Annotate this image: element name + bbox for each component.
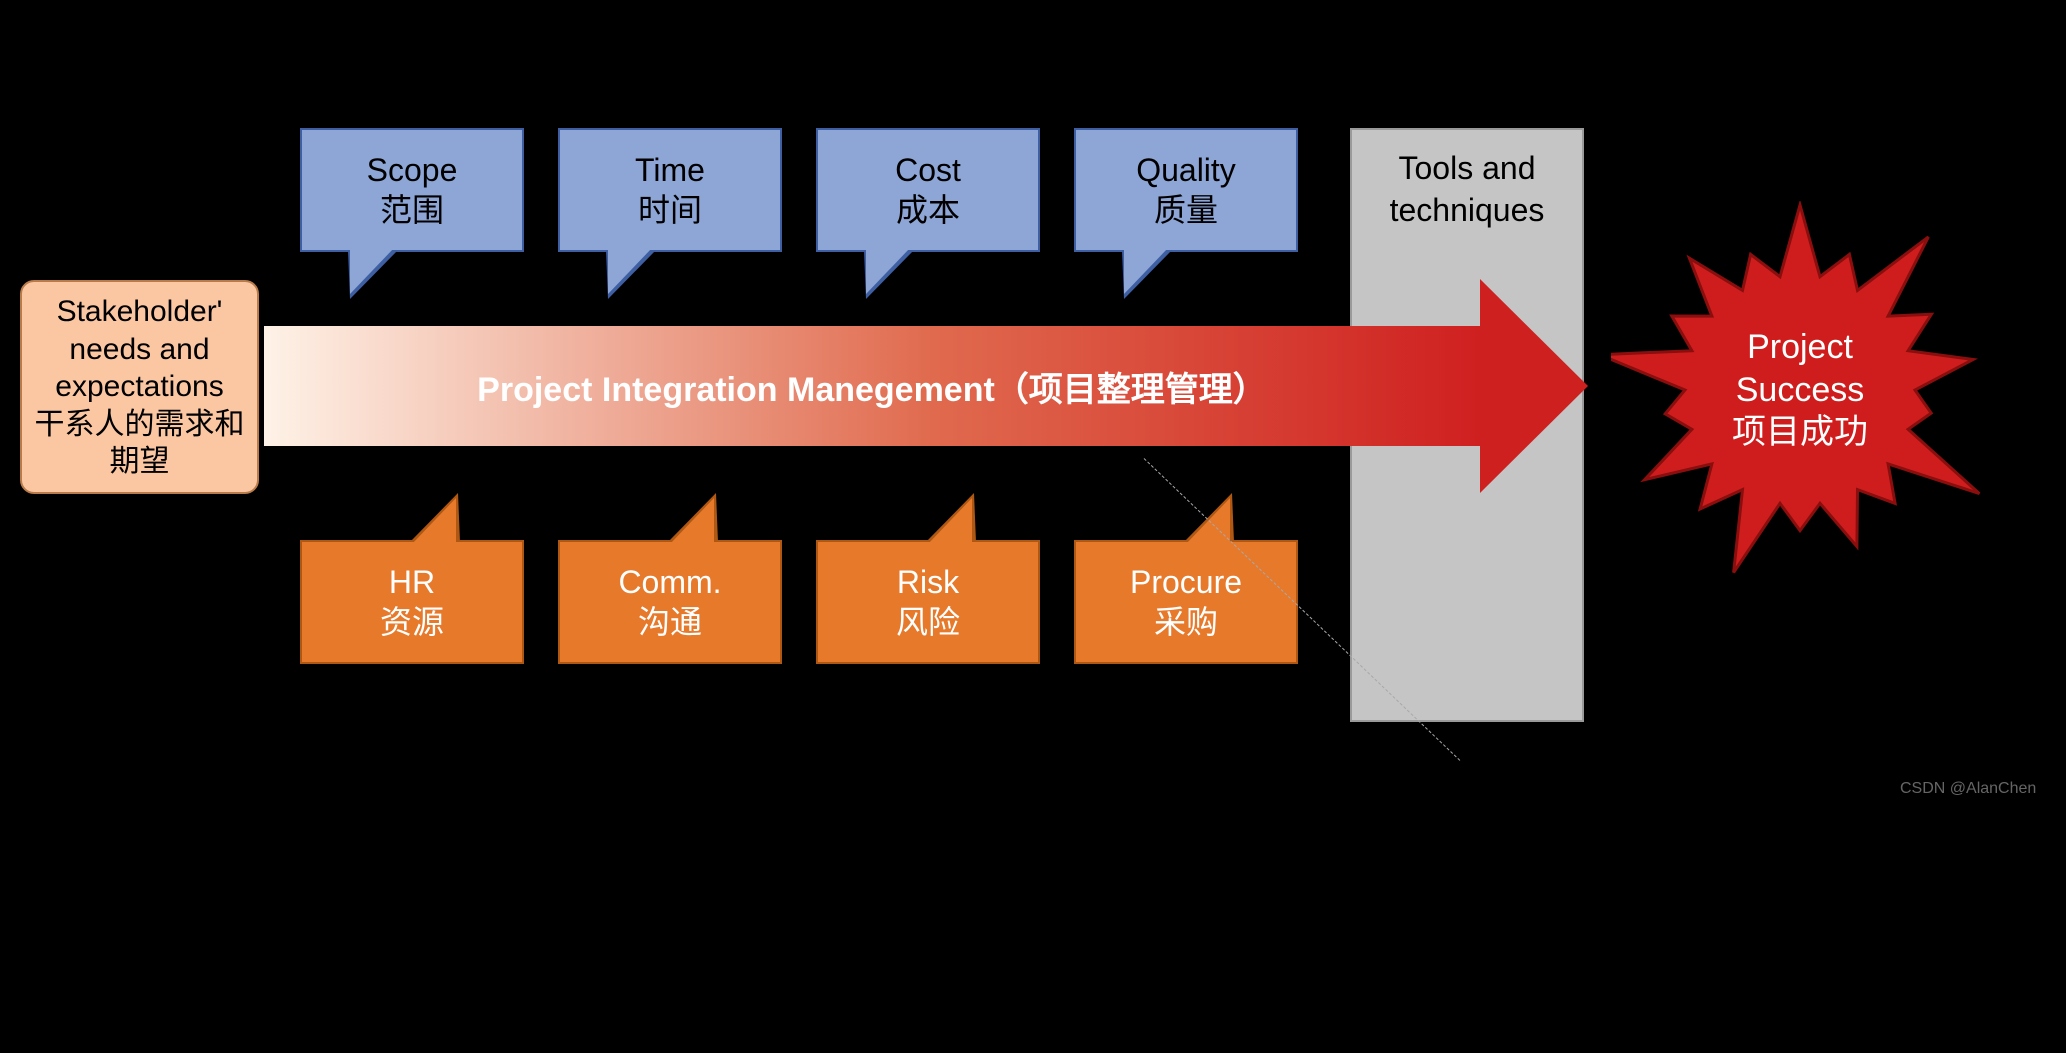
bottom-zh-1: 沟通 — [638, 602, 702, 642]
bottom-en-3: Procure — [1130, 562, 1242, 602]
top-zh-1: 时间 — [638, 190, 702, 230]
top-zh-0: 范围 — [380, 190, 444, 230]
success-line3: 项目成功 — [1732, 411, 1868, 454]
stakeholder-line2: needs and — [69, 331, 209, 369]
watermark-text: CSDN @AlanChen — [1900, 780, 2036, 798]
bottom-en-1: Comm. — [618, 562, 721, 602]
starburst-label-group: Project Success 项目成功 — [1611, 201, 1989, 579]
bottom-callout-3: Procure采购 — [1074, 540, 1298, 664]
integration-arrow-shaft: Project Integration Manegement（项目整理管理） — [264, 326, 1480, 446]
stakeholder-box: Stakeholder' needs and expectations 干系人的… — [20, 280, 259, 494]
top-callout-0: Scope范围 — [300, 128, 524, 252]
top-zh-3: 质量 — [1154, 190, 1218, 230]
integration-arrow-head — [1480, 279, 1588, 493]
bottom-zh-2: 风险 — [896, 602, 960, 642]
stakeholder-line4: 干系人的需求和 — [35, 406, 245, 444]
bottom-zh-0: 资源 — [380, 602, 444, 642]
stakeholder-line1: Stakeholder' — [57, 293, 223, 331]
top-en-1: Time — [635, 150, 705, 190]
success-line1: Project — [1747, 326, 1853, 369]
bottom-en-0: HR — [389, 562, 435, 602]
stakeholder-line5: 期望 — [110, 443, 170, 481]
top-en-0: Scope — [367, 150, 458, 190]
integration-arrow-label: Project Integration Manegement（项目整理管理） — [477, 362, 1267, 411]
top-zh-2: 成本 — [896, 190, 960, 230]
top-en-3: Quality — [1136, 150, 1236, 190]
stakeholder-line3: expectations — [55, 368, 223, 406]
bottom-callout-1: Comm.沟通 — [558, 540, 782, 664]
top-callout-3: Quality质量 — [1074, 128, 1298, 252]
top-callout-1: Time时间 — [558, 128, 782, 252]
bottom-zh-3: 采购 — [1154, 602, 1218, 642]
tools-line2: techniques — [1352, 190, 1582, 232]
bottom-callout-2: Risk风险 — [816, 540, 1040, 664]
tools-line1: Tools and — [1352, 148, 1582, 190]
top-en-2: Cost — [895, 150, 961, 190]
top-callout-2: Cost成本 — [816, 128, 1040, 252]
bottom-callout-0: HR资源 — [300, 540, 524, 664]
project-success-starburst: Project Success 项目成功 — [1611, 201, 1989, 579]
bottom-en-2: Risk — [897, 562, 959, 602]
success-line2: Success — [1736, 369, 1865, 412]
